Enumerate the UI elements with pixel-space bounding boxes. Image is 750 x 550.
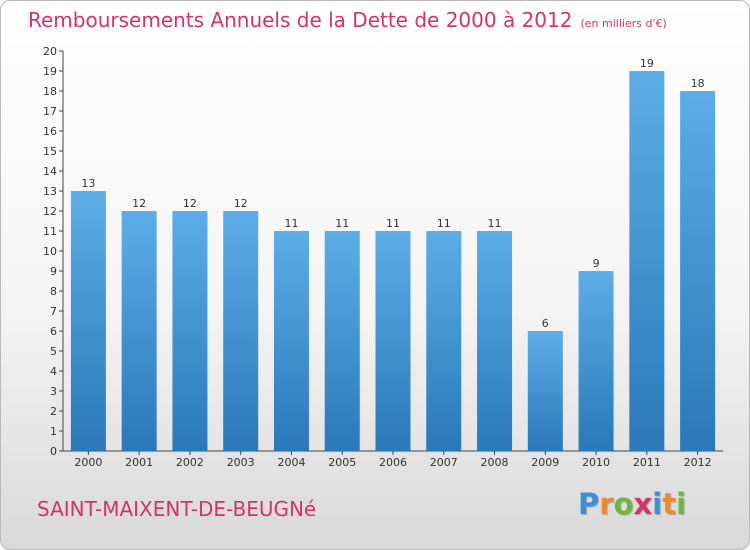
y-tick-label: 9 (50, 265, 57, 278)
y-tick-label: 4 (50, 365, 57, 378)
y-tick-label: 13 (43, 185, 57, 198)
y-tick-label: 20 (43, 45, 57, 58)
value-label-2000: 13 (81, 177, 95, 190)
x-tick-label-2002: 2002 (176, 456, 204, 469)
x-tick-label-2004: 2004 (277, 456, 305, 469)
y-tick-label: 10 (43, 245, 57, 258)
y-tick-label: 3 (50, 385, 57, 398)
bars (70, 71, 716, 451)
y-tick-label: 18 (43, 85, 57, 98)
x-tick-label-2003: 2003 (227, 456, 255, 469)
x-tick-label-2001: 2001 (125, 456, 153, 469)
labels: 13 2000 12 2001 12 2002 12 2003 11 2004 11 2005 11 20… (74, 57, 711, 469)
bar-2011 (629, 71, 665, 451)
title-text: Remboursements Annuels de la Dette de 20… (28, 8, 573, 32)
y-tick-label: 12 (43, 205, 57, 218)
x-tick-label-2009: 2009 (531, 456, 559, 469)
y-tick-label: 14 (43, 165, 57, 178)
y-tick-label: 5 (50, 345, 57, 358)
bar-2001 (121, 211, 157, 451)
bar-2007 (426, 231, 462, 451)
x-tick-label-2012: 2012 (684, 456, 712, 469)
logo-letter: t (662, 487, 677, 521)
y-tick-label: 0 (50, 445, 57, 458)
commune-name: SAINT-MAIXENT-DE-BEUGNé (37, 497, 317, 521)
bar-2004 (273, 231, 309, 451)
logo-letter: i (652, 487, 663, 521)
bar-2010 (578, 271, 614, 451)
y-tick-label: 16 (43, 125, 57, 138)
value-label-2012: 18 (691, 77, 705, 90)
bar-2008 (477, 231, 513, 451)
bar-2006 (375, 231, 411, 451)
logo-letter: P (578, 487, 600, 521)
bar-2003 (223, 211, 259, 451)
y-tick-label: 7 (50, 305, 57, 318)
x-tick-label-2000: 2000 (74, 456, 102, 469)
value-label-2001: 12 (132, 197, 146, 210)
y-tick-label: 2 (50, 405, 57, 418)
value-label-2009: 6 (542, 317, 549, 330)
bar-2005 (324, 231, 360, 451)
y-tick-label: 15 (43, 145, 57, 158)
value-label-2005: 11 (335, 217, 349, 230)
value-label-2004: 11 (284, 217, 298, 230)
value-label-2010: 9 (593, 257, 600, 270)
y-tick-label: 6 (50, 325, 57, 338)
proxiti-logo: Proxiti (578, 487, 686, 521)
y-tick-label: 19 (43, 65, 57, 78)
x-tick-label-2007: 2007 (430, 456, 458, 469)
y-tick-label: 11 (43, 225, 57, 238)
bar-2012 (680, 91, 716, 451)
bar-2009 (527, 331, 563, 451)
x-tick-label-2008: 2008 (481, 456, 509, 469)
value-label-2002: 12 (183, 197, 197, 210)
logo-letter: x (633, 487, 653, 521)
x-tick-label-2011: 2011 (633, 456, 661, 469)
logo-letter: i (676, 487, 687, 521)
value-label-2003: 12 (234, 197, 248, 210)
value-label-2007: 11 (437, 217, 451, 230)
logo-letter: r (599, 487, 614, 521)
bar-2002 (172, 211, 208, 451)
x-tick-label-2010: 2010 (582, 456, 610, 469)
value-label-2011: 19 (640, 57, 654, 70)
logo-letter: o (613, 487, 634, 521)
y-tick-label: 8 (50, 285, 57, 298)
unit-note: (en milliers d'€) (580, 17, 667, 30)
bar-2000 (70, 191, 106, 451)
x-tick-label-2005: 2005 (328, 456, 356, 469)
y-tick-label: 17 (43, 105, 57, 118)
y-tick-label: 1 (50, 425, 57, 438)
chart-title: Remboursements Annuels de la Dette de 20… (28, 8, 667, 32)
x-tick-label-2006: 2006 (379, 456, 407, 469)
value-label-2006: 11 (386, 217, 400, 230)
value-label-2008: 11 (488, 217, 502, 230)
